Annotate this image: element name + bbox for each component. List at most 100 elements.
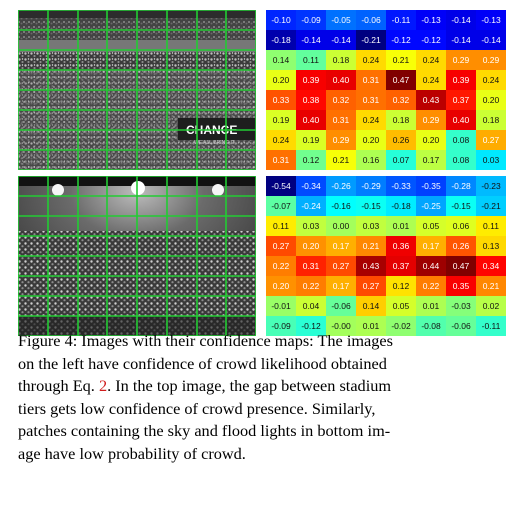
- confidence-cell: 0.21: [356, 236, 386, 256]
- confidence-cell: 0.13: [476, 236, 506, 256]
- confidence-cell: 0.11: [296, 50, 326, 70]
- confidence-cell: 0.31: [266, 150, 296, 170]
- confidence-cell: -0.18: [266, 30, 296, 50]
- confidence-cell: -0.12: [296, 316, 326, 336]
- confidence-cell: 0.18: [476, 110, 506, 130]
- confidence-cell: 0.47: [446, 256, 476, 276]
- confidence-cell: -0.13: [416, 10, 446, 30]
- confidence-cell: -0.14: [446, 10, 476, 30]
- confidence-cell: 0.03: [476, 150, 506, 170]
- caption-line-5: patches containing the sky and flood lig…: [18, 421, 391, 440]
- signage-subtext: WE ALL BRING IT: [194, 140, 235, 146]
- caption-line-4: tiers gets low confidence of crowd prese…: [18, 398, 376, 418]
- confidence-cell: 0.39: [446, 70, 476, 90]
- confidence-cell: 0.20: [356, 130, 386, 150]
- confidence-cell: 0.31: [296, 256, 326, 276]
- confidence-cell: 0.22: [416, 276, 446, 296]
- confidence-cell: 0.34: [476, 256, 506, 276]
- confidence-cell: -0.10: [266, 10, 296, 30]
- confidence-cell: 0.29: [446, 50, 476, 70]
- confidence-cell: -0.06: [326, 296, 356, 316]
- confidence-cell: 0.21: [326, 150, 356, 170]
- patch-grid: [18, 176, 256, 336]
- confidence-cell: 0.29: [416, 110, 446, 130]
- confidence-cell: 0.01: [386, 216, 416, 236]
- confidence-cell: -0.08: [416, 316, 446, 336]
- confidence-cell: -0.05: [326, 10, 356, 30]
- confidence-cell: 0.31: [356, 90, 386, 110]
- confidence-cell: 0.01: [416, 296, 446, 316]
- confidence-cell: -0.16: [326, 196, 356, 216]
- confidence-cell: 0.19: [266, 110, 296, 130]
- confidence-cell: -0.14: [476, 30, 506, 50]
- confidence-cell: 0.11: [476, 216, 506, 236]
- confidence-cell: 0.17: [416, 150, 446, 170]
- confidence-cell: -0.14: [326, 30, 356, 50]
- top-stadium-image: CHANCE WE ALL BRING IT: [18, 10, 256, 170]
- confidence-cell: 0.14: [356, 296, 386, 316]
- confidence-cell: 0.01: [356, 316, 386, 336]
- confidence-cell: 0.05: [386, 296, 416, 316]
- confidence-cell: 0.43: [356, 256, 386, 276]
- confidence-cell: -0.28: [446, 176, 476, 196]
- confidence-cell: -0.21: [356, 30, 386, 50]
- confidence-cell: 0.37: [446, 90, 476, 110]
- confidence-cell: 0.32: [326, 90, 356, 110]
- confidence-cell: 0.39: [296, 70, 326, 90]
- caption-text: . In the top image, the gap between stad…: [107, 376, 392, 395]
- confidence-cell: -0.09: [296, 10, 326, 30]
- confidence-cell: 0.19: [296, 130, 326, 150]
- confidence-cell: 0.24: [356, 110, 386, 130]
- confidence-cell: 0.20: [266, 70, 296, 90]
- confidence-cell: 0.35: [446, 276, 476, 296]
- confidence-cell: -0.06: [356, 10, 386, 30]
- confidence-cell: 0.21: [476, 276, 506, 296]
- confidence-cell: 0.18: [386, 110, 416, 130]
- figure-caption: Figure 4: Images with their confidence m…: [18, 330, 506, 465]
- confidence-cell: 0.27: [476, 130, 506, 150]
- confidence-cell: 0.44: [416, 256, 446, 276]
- confidence-cell: 0.29: [476, 50, 506, 70]
- confidence-cell: -0.00: [326, 316, 356, 336]
- confidence-cell: -0.14: [446, 30, 476, 50]
- confidence-cell: -0.54: [266, 176, 296, 196]
- confidence-cell: -0.11: [476, 316, 506, 336]
- caption-text: through Eq.: [18, 376, 99, 395]
- confidence-cell: -0.11: [386, 10, 416, 30]
- confidence-cell: 0.22: [296, 276, 326, 296]
- confidence-cell: 0.40: [326, 70, 356, 90]
- confidence-cell: 0.24: [416, 70, 446, 90]
- confidence-cell: -0.06: [446, 316, 476, 336]
- equation-reference-link[interactable]: 2: [98, 376, 108, 395]
- confidence-cell: -0.03: [446, 296, 476, 316]
- confidence-cell: -0.12: [416, 30, 446, 50]
- confidence-cell: 0.08: [446, 150, 476, 170]
- confidence-cell: -0.12: [386, 30, 416, 50]
- confidence-cell: -0.02: [386, 316, 416, 336]
- confidence-cell: -0.15: [356, 196, 386, 216]
- confidence-cell: 0.20: [266, 276, 296, 296]
- confidence-cell: 0.18: [326, 50, 356, 70]
- confidence-cell: 0.03: [356, 216, 386, 236]
- confidence-cell: 0.20: [476, 90, 506, 110]
- caption-line-2: on the left have confidence of crowd lik…: [18, 353, 387, 373]
- confidence-cell: 0.31: [356, 70, 386, 90]
- confidence-cell: 0.06: [446, 216, 476, 236]
- confidence-cell: -0.26: [326, 176, 356, 196]
- confidence-cell: 0.24: [476, 70, 506, 90]
- confidence-cell: -0.25: [416, 196, 446, 216]
- confidence-cell: 0.17: [416, 236, 446, 256]
- confidence-cell: 0.11: [266, 216, 296, 236]
- confidence-cell: -0.14: [296, 30, 326, 50]
- confidence-cell: 0.17: [326, 276, 356, 296]
- confidence-cell: -0.18: [386, 196, 416, 216]
- confidence-cell: 0.27: [266, 236, 296, 256]
- confidence-cell: 0.27: [356, 276, 386, 296]
- caption-line-1: Figure 4: Images with their confidence m…: [18, 331, 393, 350]
- caption-line-3: through Eq. 2. In the top image, the gap…: [18, 375, 506, 398]
- confidence-cell: 0.05: [416, 216, 446, 236]
- confidence-cell: 0.14: [266, 50, 296, 70]
- confidence-cell: 0.26: [386, 130, 416, 150]
- confidence-cell: 0.24: [416, 50, 446, 70]
- confidence-cell: 0.17: [326, 236, 356, 256]
